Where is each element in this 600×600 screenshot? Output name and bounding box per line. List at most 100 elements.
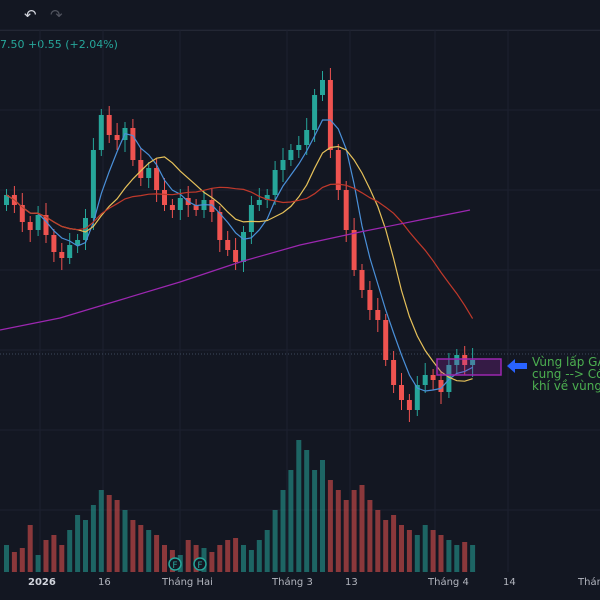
- volume-bar: [43, 540, 49, 572]
- volume-bar: [217, 545, 223, 572]
- volume-bar: [154, 535, 160, 572]
- candle-body: [296, 145, 302, 150]
- candle-body: [35, 215, 41, 230]
- ma-line-purple: [0, 209, 471, 331]
- volume-bar: [343, 500, 349, 572]
- price-readout: 7.50 +0.55 (+2.04%): [0, 38, 118, 51]
- x-tick-label: Tháng Hai: [162, 577, 213, 588]
- volume-bar: [130, 520, 136, 572]
- candle-body: [75, 240, 81, 245]
- volume-bar: [335, 490, 341, 572]
- candle-body: [422, 375, 428, 385]
- candle-body: [241, 232, 246, 262]
- candle-body: [27, 222, 33, 230]
- candle-body: [430, 375, 436, 380]
- arrow-left-icon: [507, 359, 527, 373]
- candle-body: [154, 168, 160, 190]
- marker-label: F: [197, 561, 202, 571]
- volume-bar: [272, 510, 278, 572]
- volume-bar: [280, 490, 286, 572]
- candle-body: [343, 190, 349, 230]
- volume-bar: [470, 545, 476, 572]
- volume-bar: [75, 515, 81, 572]
- volume-bar: [233, 538, 239, 572]
- candle-body: [209, 200, 215, 212]
- candle-body: [414, 385, 420, 410]
- volume-bar: [59, 545, 65, 572]
- candle-body: [359, 270, 365, 290]
- volume-bar: [106, 495, 112, 572]
- x-tick-label: Tháng 3: [272, 577, 313, 588]
- candle-body: [383, 320, 389, 360]
- candle-body: [43, 215, 49, 235]
- volume-bar: [138, 525, 144, 572]
- marker-circle: [193, 557, 207, 571]
- volume-bar: [430, 530, 436, 572]
- x-tick-label: 2026: [28, 577, 56, 588]
- ma-line-blue: [6, 119, 473, 392]
- volume-bar: [359, 485, 365, 572]
- volume-bar: [296, 440, 302, 572]
- candle-body: [280, 160, 286, 170]
- volume-bar: [399, 525, 404, 572]
- candle-body: [264, 195, 270, 200]
- volume-bar: [51, 535, 57, 572]
- volume-bar: [90, 505, 96, 572]
- undo-icon[interactable]: ↶: [24, 6, 37, 24]
- volume-bar: [367, 500, 373, 572]
- candle-body: [272, 170, 278, 195]
- candle-body: [312, 95, 318, 130]
- volume-bar: [383, 520, 389, 572]
- candle-body: [162, 190, 167, 205]
- candle-body: [256, 200, 262, 205]
- volume-bar: [19, 548, 25, 572]
- candle-body: [225, 240, 231, 250]
- candle-body: [375, 310, 381, 320]
- volume-bar: [414, 535, 420, 572]
- candle-body: [391, 360, 397, 385]
- candle-body: [51, 235, 57, 252]
- candle-body: [399, 385, 404, 400]
- x-tick-label: Tháng: [578, 577, 600, 588]
- ma-line-red: [6, 183, 474, 319]
- candle-body: [367, 290, 373, 310]
- volume-bar: [264, 530, 270, 572]
- candle-body: [138, 160, 144, 178]
- candle-body: [470, 360, 476, 365]
- candle-body: [335, 150, 341, 190]
- annotation-text: Vùng lấp GAP cung --> Có t khí về vùng n: [532, 355, 600, 393]
- volume-bar: [351, 490, 357, 572]
- volume-bar: [241, 545, 246, 572]
- candle-body: [19, 205, 25, 222]
- x-tick-label: 16: [98, 577, 111, 588]
- candle-body: [59, 252, 65, 258]
- volume-bar: [67, 530, 73, 572]
- candle-body: [304, 130, 310, 145]
- candle-body: [177, 198, 183, 210]
- candle-body: [106, 115, 112, 135]
- marker-circle: [168, 557, 182, 571]
- volume-bar: [454, 545, 460, 572]
- candle-body: [4, 195, 9, 205]
- volume-bar: [375, 510, 381, 572]
- candle-body: [288, 150, 294, 160]
- candle-body: [169, 205, 175, 210]
- volume-bar: [98, 490, 104, 572]
- volume-bar: [256, 540, 262, 572]
- candle-body: [438, 380, 444, 392]
- volume-bar: [209, 552, 215, 572]
- volume-bar: [391, 515, 397, 572]
- volume-bar: [327, 480, 333, 572]
- volume-bar: [27, 525, 33, 572]
- marker-label: F: [172, 561, 177, 571]
- volume-bar: [320, 460, 325, 572]
- volume-bar: [11, 552, 17, 572]
- volume-bar: [4, 545, 9, 572]
- x-tick-label: 14: [503, 577, 516, 588]
- redo-icon[interactable]: ↷: [50, 6, 63, 24]
- candle-body: [193, 205, 199, 210]
- candle-body: [217, 212, 223, 240]
- volume-bar: [185, 540, 191, 572]
- candle-body: [98, 115, 104, 150]
